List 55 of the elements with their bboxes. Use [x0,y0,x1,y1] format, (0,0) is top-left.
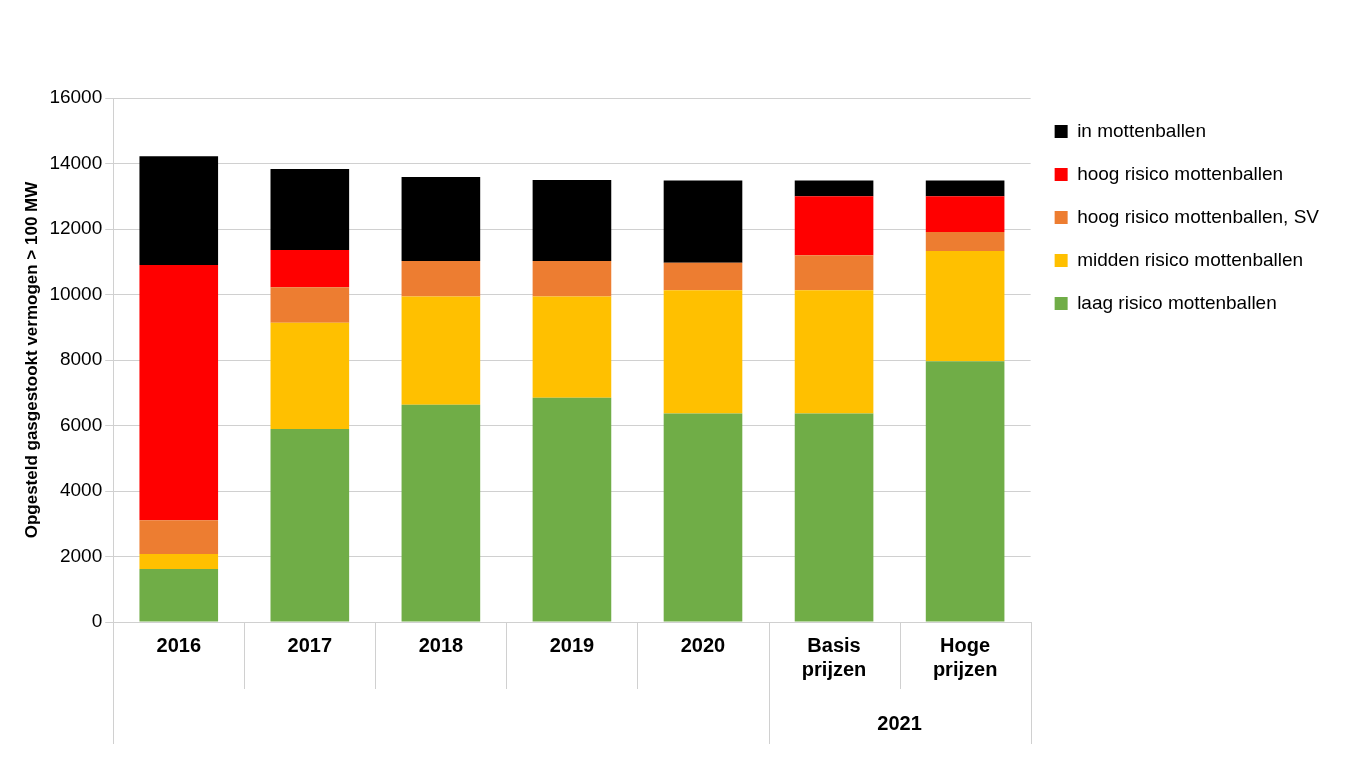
x-tick-label: 2018 [418,633,464,656]
bar [270,169,350,250]
legend-label: in mottenballen [1077,119,1207,141]
bar [794,196,874,256]
y-tick-label: 14000 [49,151,103,173]
bar [401,261,481,297]
bar [794,180,874,197]
x-tick-label: Hoge prijzen [932,633,998,680]
bar [794,290,874,414]
bar [139,568,219,622]
bar [270,429,350,622]
y-tick-label: 12000 [49,217,103,239]
x-tick-label: 2017 [287,633,333,656]
bar [532,397,612,622]
x-tick-label: 2020 [680,633,726,656]
bar [270,287,350,323]
bar [925,250,1005,362]
bar [532,261,612,297]
legend-label: midden risico mottenballen [1077,248,1304,270]
y-tick-label: 10000 [49,282,103,304]
bar [532,296,612,398]
bar [663,290,743,414]
bar [794,255,874,291]
bar [794,413,874,622]
bar [663,262,743,291]
bar [401,296,481,405]
legend-label: laag risico mottenballen [1077,291,1277,313]
bar [270,322,350,430]
bar [139,265,219,521]
y-tick-label: 4000 [59,479,103,501]
bar [925,231,1005,251]
bar [663,180,743,263]
y-tick-label: 8000 [59,348,103,370]
legend-label: hoog risico mottenballen [1077,162,1284,184]
x-tick-label: Basis prijzen [801,633,867,680]
bar [663,413,743,622]
y-tick-label: 0 [91,610,103,632]
bar [401,176,481,262]
y-tick-label: 6000 [59,413,103,435]
y-axis-title: Opgesteld gasgestookt vermogen > 100 MW [21,180,41,539]
bar [925,196,1005,232]
bar [925,180,1005,197]
y-tick-label: 16000 [49,86,103,108]
bar [532,179,612,262]
legend-label: hoog risico mottenballen, SV [1077,205,1320,227]
bar [139,520,219,554]
y-tick-label: 2000 [59,544,103,566]
bar [270,249,350,288]
bar [401,404,481,622]
x-tick-label: 2016 [156,633,202,656]
x-tick-label: 2019 [549,633,595,656]
bar [925,361,1005,622]
bar [139,156,219,266]
bar [139,553,219,569]
text: 2021 [877,711,922,734]
